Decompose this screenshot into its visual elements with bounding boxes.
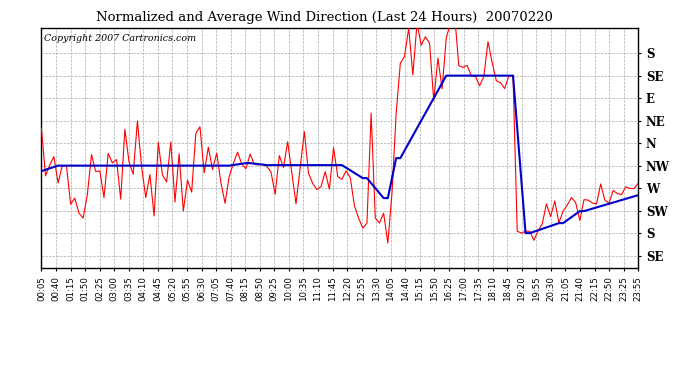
Text: Normalized and Average Wind Direction (Last 24 Hours)  20070220: Normalized and Average Wind Direction (L… xyxy=(96,11,553,24)
Text: Copyright 2007 Cartronics.com: Copyright 2007 Cartronics.com xyxy=(44,34,197,43)
